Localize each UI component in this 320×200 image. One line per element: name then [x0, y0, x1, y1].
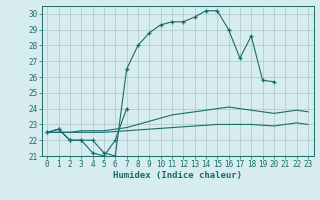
X-axis label: Humidex (Indice chaleur): Humidex (Indice chaleur) [113, 171, 242, 180]
